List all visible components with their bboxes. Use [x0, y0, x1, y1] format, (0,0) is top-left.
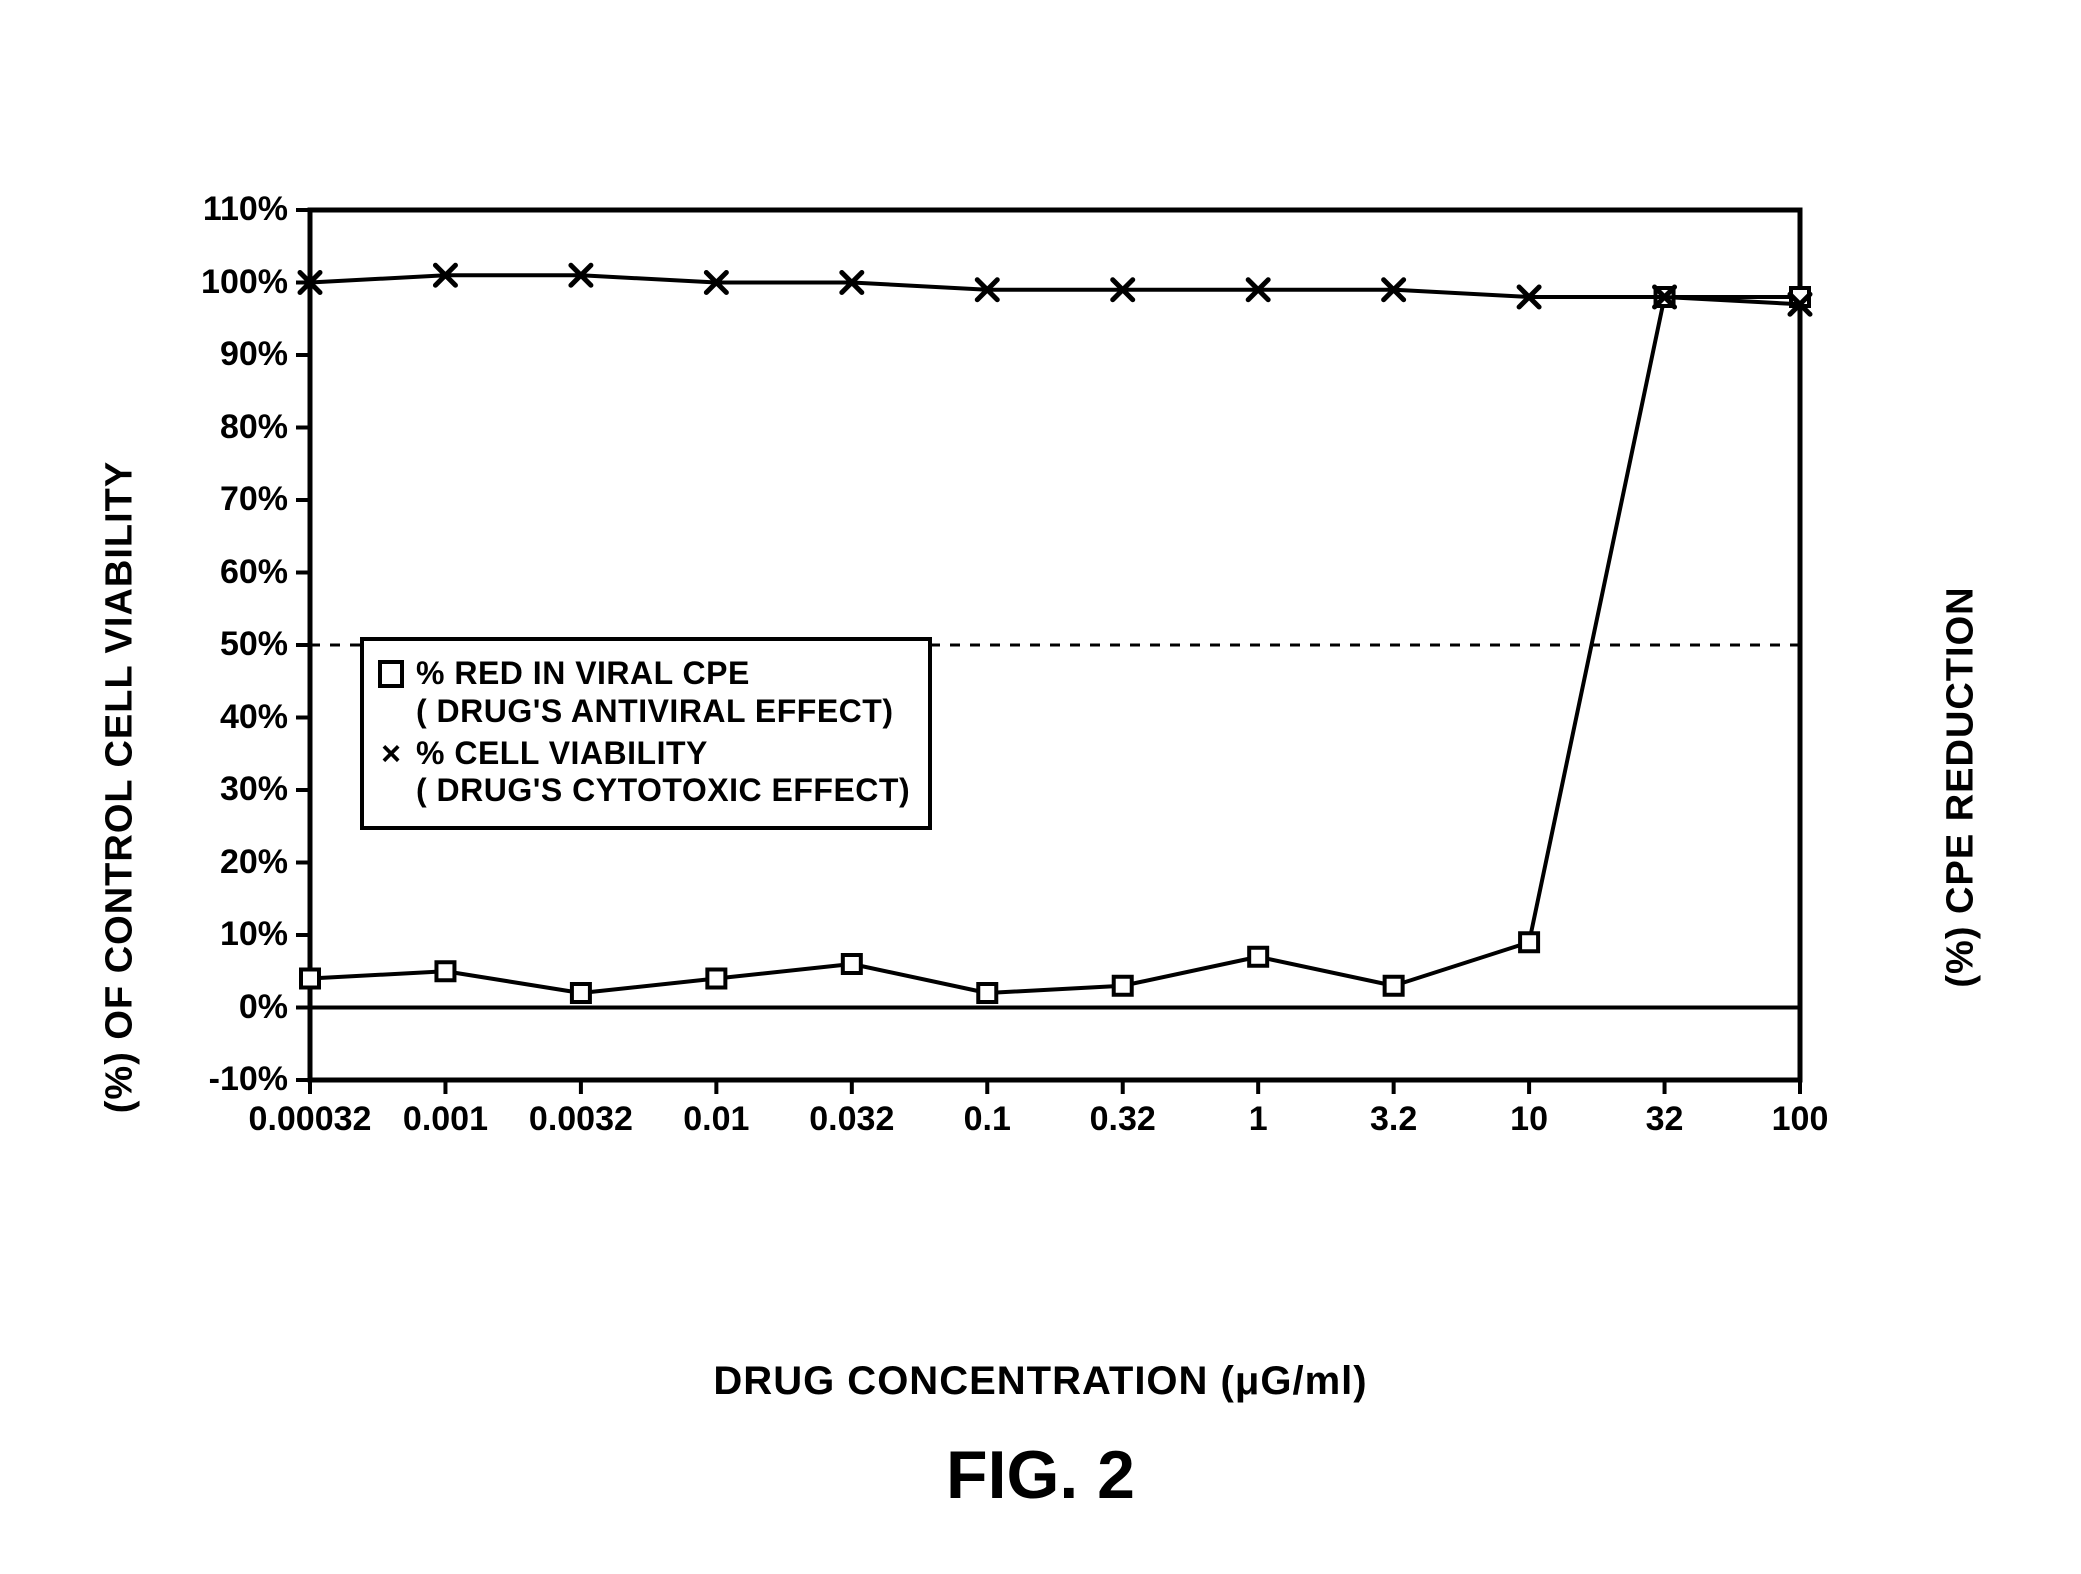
figure-caption: FIG. 2 — [946, 1436, 1135, 1514]
y-tick: 50% — [220, 625, 288, 664]
x-tick: 0.32 — [1090, 1100, 1156, 1139]
y-axis-label-right: (%) CPE REDUCTION — [1940, 586, 1983, 987]
x-tick: 10 — [1510, 1100, 1548, 1139]
legend-item: % RED IN VIRAL CPE ( DRUG'S ANTIVIRAL EF… — [378, 655, 910, 731]
x-marker-icon: × — [378, 741, 404, 767]
legend-label: % CELL VIABILITY ( DRUG'S CYTOTOXIC EFFE… — [416, 735, 910, 811]
y-tick: 90% — [220, 335, 288, 374]
x-tick: 0.001 — [403, 1100, 488, 1139]
x-tick: 0.00032 — [249, 1100, 372, 1139]
x-tick: 32 — [1646, 1100, 1684, 1139]
y-tick: 80% — [220, 408, 288, 447]
x-tick: 0.1 — [964, 1100, 1011, 1139]
legend: % RED IN VIRAL CPE ( DRUG'S ANTIVIRAL EF… — [360, 637, 932, 830]
x-tick: 100 — [1772, 1100, 1829, 1139]
y-tick: 110% — [203, 190, 288, 229]
legend-label: % RED IN VIRAL CPE ( DRUG'S ANTIVIRAL EF… — [416, 655, 893, 731]
x-tick: 0.0032 — [529, 1100, 633, 1139]
y-tick: 60% — [220, 553, 288, 592]
square-marker-icon — [378, 661, 404, 687]
legend-item: × % CELL VIABILITY ( DRUG'S CYTOTOXIC EF… — [378, 735, 910, 811]
x-tick: 3.2 — [1370, 1100, 1417, 1139]
y-tick: 70% — [220, 480, 288, 519]
page: (%) OF CONTROL CELL VIABILITY (%) CPE RE… — [0, 0, 2081, 1574]
y-axis-label-left: (%) OF CONTROL CELL VIABILITY — [99, 461, 142, 1113]
x-tick: 1 — [1249, 1100, 1268, 1139]
x-tick: 0.01 — [683, 1100, 749, 1139]
y-tick: 0% — [239, 988, 288, 1027]
y-tick: -10% — [209, 1060, 288, 1099]
y-tick: 40% — [220, 698, 288, 737]
y-tick: 30% — [220, 770, 288, 809]
y-tick: 20% — [220, 843, 288, 882]
x-tick: 0.032 — [809, 1100, 894, 1139]
y-tick: 10% — [220, 915, 288, 954]
y-tick: 100% — [201, 263, 288, 302]
x-axis-label: DRUG CONCENTRATION (μG/ml) — [713, 1359, 1367, 1404]
